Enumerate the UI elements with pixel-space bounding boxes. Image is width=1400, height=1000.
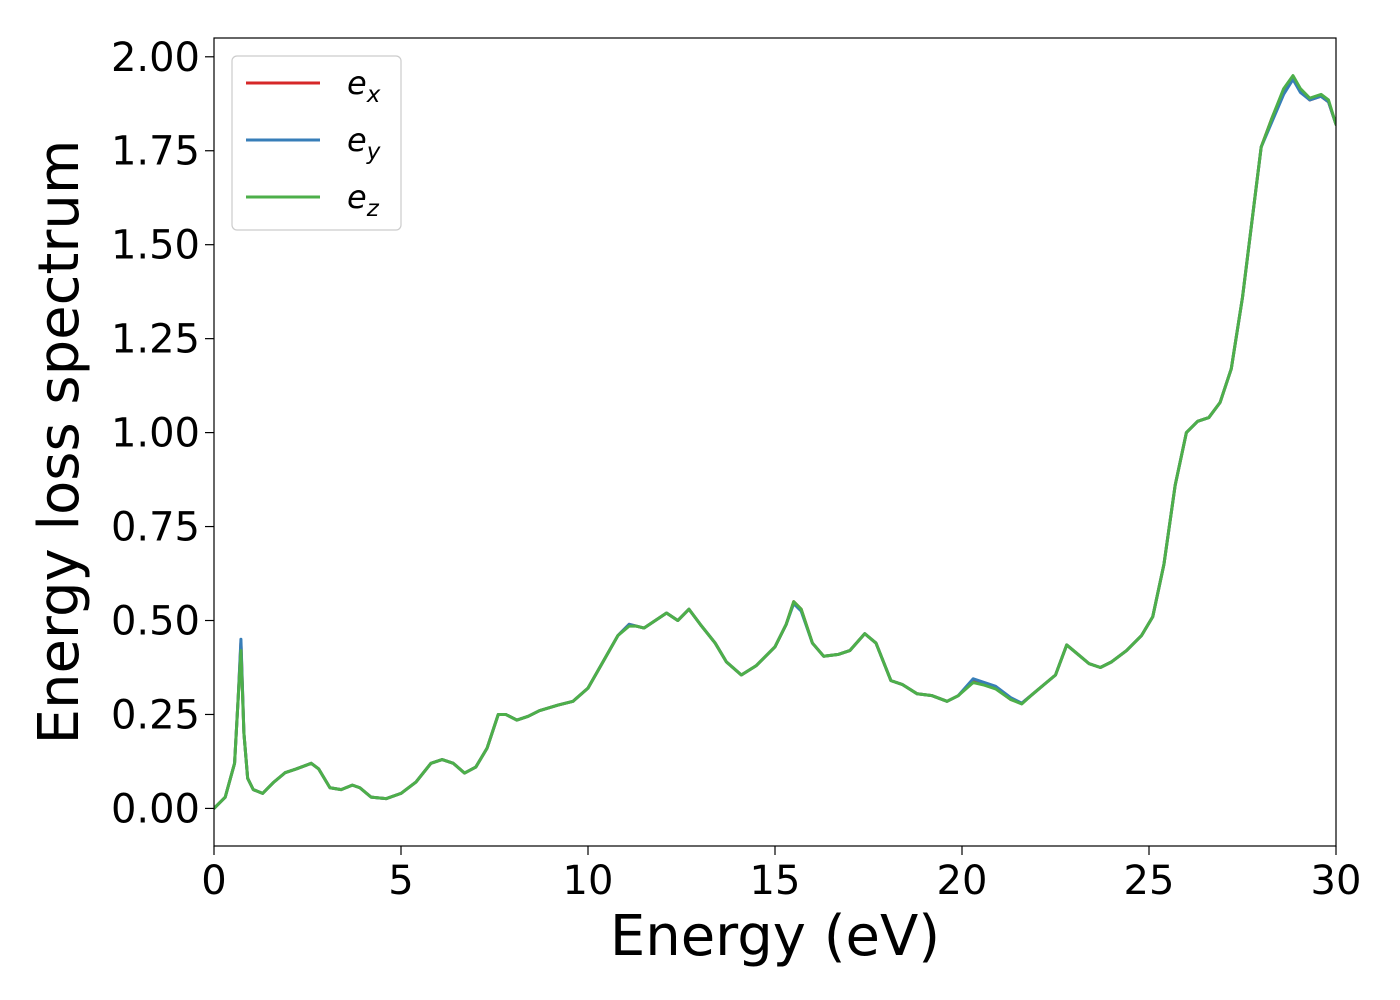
x-tick-label: 25 [1124,858,1175,904]
x-tick-label: 15 [750,858,801,904]
legend-label: ey [347,121,381,165]
x-tick-label: 20 [937,858,988,904]
y-axis-label: Energy loss spectrum [27,140,92,745]
y-tick-label: 0.25 [111,692,200,738]
y-tick-label: 2.00 [111,35,200,81]
y-tick-label: 0.75 [111,505,200,551]
legend-label: ez [347,178,380,222]
series-layer [214,74,1336,810]
y-tick-label: 1.25 [111,317,200,363]
legend: ex ey ez [231,55,402,231]
x-axis-ticks: 0 5 10 15 20 25 30 [201,846,1361,904]
legend-box [231,55,402,231]
x-tick-label: 0 [201,858,226,904]
y-tick-label: 1.75 [111,129,200,175]
y-axis-ticks: 0.00 0.25 0.50 0.75 1.00 1.25 1.50 1.75 2.00 [111,35,214,832]
y-tick-label: 0.50 [111,599,200,645]
legend-label: ex [347,64,381,108]
x-tick-label: 10 [563,858,614,904]
x-tick-label: 5 [388,858,413,904]
y-tick-label: 1.50 [111,223,200,269]
y-tick-label: 0.00 [111,786,200,832]
x-axis-label: Energy (eV) [610,904,940,969]
x-tick-label: 30 [1311,858,1362,904]
series-line-e-z [214,74,1336,810]
y-tick-label: 1.00 [111,411,200,457]
